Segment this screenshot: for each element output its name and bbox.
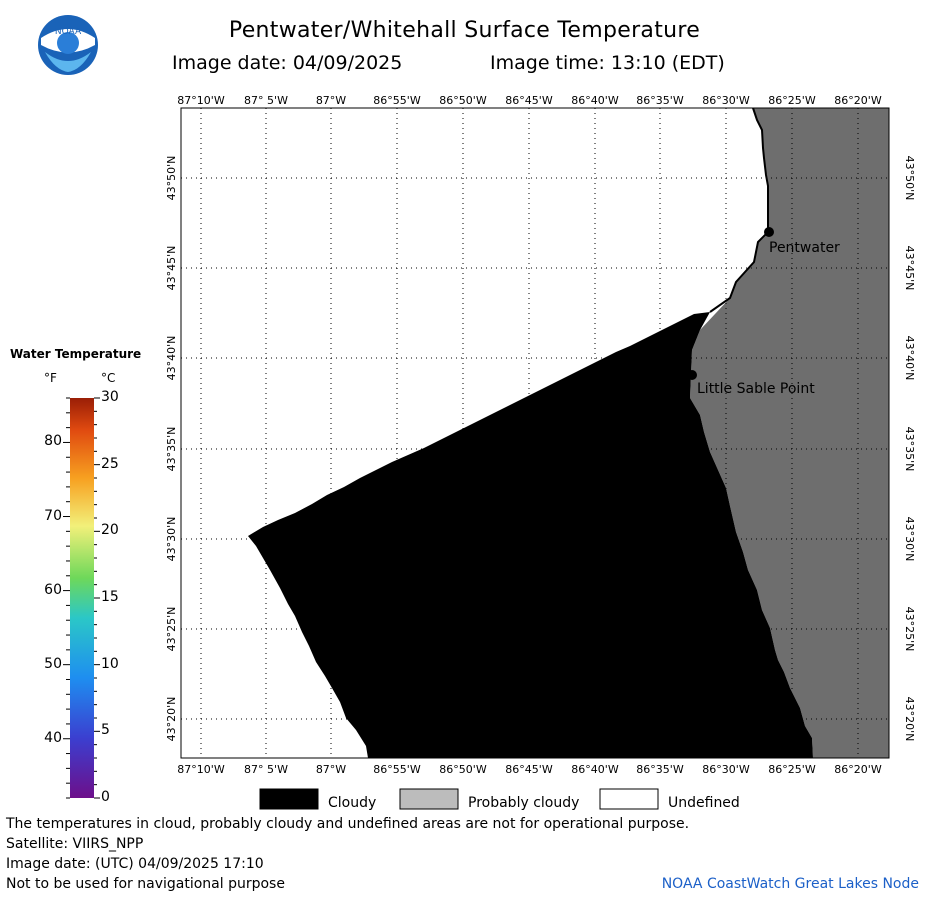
celsius-tick-label: 5	[101, 722, 110, 739]
shoreline	[709, 107, 769, 313]
celsius-tick-label: 0	[101, 789, 110, 805]
fahrenheit-tick-label: 60	[44, 581, 62, 598]
lon-label-bottom: 86°30'W	[702, 763, 750, 776]
page-title: Pentwater/Whitehall Surface Temperature	[228, 18, 701, 43]
celsius-tick-label: 30	[101, 389, 119, 405]
map-frame	[180, 107, 890, 759]
color-bar-ticks	[63, 397, 100, 799]
lat-label-right: 43°25'N	[903, 607, 916, 652]
lat-label-right: 43°45'N	[903, 246, 916, 291]
lat-label-right: 43°35'N	[903, 427, 916, 472]
noaa-logo: NOAA	[37, 14, 99, 76]
lat-label-right: 43°30'N	[903, 517, 916, 562]
lat-label-right: 43°40'N	[903, 336, 916, 381]
lon-label-top: 86°20'W	[834, 94, 882, 107]
lon-label-top: 87° 5'W	[244, 94, 288, 107]
cloudy-region	[248, 312, 813, 758]
place-label-little-sable-point: Little Sable Point	[697, 381, 815, 397]
lon-labels-bottom: 87°10'W 87° 5'W 87°W 86°55'W 86°50'W 86°45'W 8…	[177, 763, 882, 776]
credit-text: NOAA CoastWatch Great Lakes Node	[661, 876, 919, 892]
disclaimer-text: The temperatures in cloud, probably clou…	[6, 816, 690, 832]
lon-label-top: 86°40'W	[571, 94, 619, 107]
legend-swatch-probably-cloudy	[399, 788, 459, 810]
lon-label-bottom: 87° 5'W	[244, 763, 288, 776]
celsius-tick-label: 25	[101, 455, 119, 472]
lon-label-bottom: 86°40'W	[571, 763, 619, 776]
image-date-label: Image date: 04/09/2025	[172, 52, 403, 74]
lon-labels-top: 87°10'W 87° 5'W 87°W 86°55'W 86°50'W 86°45'W 8…	[177, 94, 882, 107]
lon-label-bottom: 86°25'W	[768, 763, 816, 776]
legend-swatch-cloudy	[259, 788, 319, 810]
lon-label-top: 86°55'W	[373, 94, 421, 107]
satellite-text: Satellite: VIIRS_NPP	[6, 836, 144, 852]
image-time-label: Image time: 13:10 (EDT)	[490, 52, 725, 74]
lon-label-bottom: 87°W	[316, 763, 346, 776]
legend-title: Water Temperature	[10, 347, 142, 361]
lat-label-left: 43°40'N	[165, 336, 178, 381]
lon-label-bottom: 86°55'W	[373, 763, 421, 776]
lat-label-right: 43°20'N	[903, 697, 916, 742]
lat-lon-grid	[181, 108, 889, 758]
lat-label-left: 43°50'N	[165, 156, 178, 201]
fahrenheit-tick-label: 50	[44, 655, 62, 672]
lat-label-left: 43°30'N	[165, 517, 178, 562]
lon-label-bottom: 86°45'W	[505, 763, 553, 776]
pentwater-marker	[764, 227, 774, 237]
fahrenheit-tick-label: 80	[44, 433, 62, 450]
celsius-tick-label: 15	[101, 589, 119, 605]
lon-label-bottom: 86°20'W	[834, 763, 882, 776]
utc-date-text: Image date: (UTC) 04/09/2025 17:10	[6, 856, 264, 872]
unit-fahrenheit: °F	[44, 371, 57, 385]
place-label-pentwater: Pentwater	[769, 240, 840, 256]
lat-label-left: 43°20'N	[165, 697, 178, 742]
lat-label-left: 43°45'N	[165, 246, 178, 291]
lat-label-right: 43°50'N	[903, 156, 916, 201]
lon-label-bottom: 87°10'W	[177, 763, 225, 776]
probably-cloudy-region	[690, 108, 889, 758]
lon-label-top: 87°W	[316, 94, 346, 107]
navigation-warning: Not to be used for navigational purpose	[6, 876, 285, 892]
lon-label-bottom: 86°35'W	[636, 763, 684, 776]
lat-labels-right: 43°50'N 43°45'N 43°40'N 43°35'N 43°30'N 43°25…	[903, 156, 916, 742]
lon-label-bottom: 86°50'W	[439, 763, 487, 776]
lon-label-top: 86°50'W	[439, 94, 487, 107]
lat-labels-left: 43°50'N 43°45'N 43°40'N 43°35'N 43°30'N 43°25…	[165, 156, 178, 742]
lon-label-top: 86°35'W	[636, 94, 684, 107]
legend-label-cloudy: Cloudy	[328, 795, 377, 811]
temperature-color-bar	[70, 398, 94, 798]
celsius-tick-label: 10	[101, 655, 119, 672]
fahrenheit-tick-label: 70	[44, 507, 62, 524]
unit-celsius: °C	[101, 371, 116, 385]
lat-label-left: 43°35'N	[165, 427, 178, 472]
lon-label-top: 86°45'W	[505, 94, 553, 107]
lon-label-top: 86°30'W	[702, 94, 750, 107]
lon-label-top: 87°10'W	[177, 94, 225, 107]
legend-swatch-undefined	[599, 788, 659, 810]
lon-label-top: 86°25'W	[768, 94, 816, 107]
legend-label-undefined: Undefined	[668, 795, 740, 811]
lat-label-left: 43°25'N	[165, 607, 178, 652]
svg-text:NOAA: NOAA	[55, 27, 82, 37]
little-sable-point-marker	[687, 370, 697, 380]
fahrenheit-tick-label: 40	[44, 729, 62, 746]
celsius-tick-label: 20	[101, 522, 119, 539]
legend-label-probably-cloudy: Probably cloudy	[468, 795, 580, 811]
